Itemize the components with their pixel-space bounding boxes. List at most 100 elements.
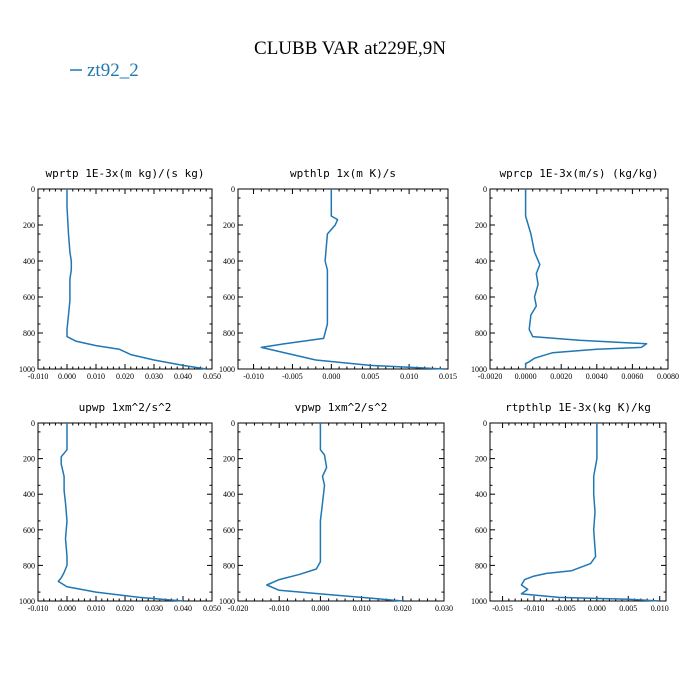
y-tick-label: 400 xyxy=(475,257,487,266)
x-tick-label: 0.030 xyxy=(145,372,163,381)
y-tick-label: 200 xyxy=(23,455,35,464)
y-tick-label: 600 xyxy=(23,526,35,535)
x-tick-label: 0.010 xyxy=(353,604,371,613)
y-tick-label: 400 xyxy=(23,490,35,499)
panel-5: vpwp 1xm^2/s^2 -0.020 -0.010 0.000 0.010 0.02… xyxy=(219,401,453,613)
x-tick-label: 0.0000 xyxy=(515,372,537,381)
y-tick-label: 0 xyxy=(231,419,235,428)
x-tick-label: -0.010 xyxy=(28,604,49,613)
panel-title: vpwp 1xm^2/s^2 xyxy=(295,401,388,414)
panel-2: wpthlp 1x(m K)/s -0.010 -0.005 0.000 0.005 0.… xyxy=(219,167,457,381)
x-tick-label: -0.010 xyxy=(243,372,264,381)
plot-frame xyxy=(489,422,667,602)
x-tick-label: 0.0020 xyxy=(550,372,572,381)
x-tick-label: 0.040 xyxy=(174,372,192,381)
y-tick-label: 400 xyxy=(475,490,487,499)
x-tick-label: 0.010 xyxy=(400,372,418,381)
series-line-zt92_2 xyxy=(66,189,207,370)
series-line-zt92_2 xyxy=(57,423,184,602)
plot-frame xyxy=(37,422,213,602)
x-tick-label: 0.0060 xyxy=(621,372,643,381)
legend-label: zt92_2 xyxy=(87,60,139,81)
x-tick-label: -0.020 xyxy=(228,604,249,613)
panel-title: rtpthlp 1E-3x(kg K)/kg xyxy=(505,401,651,414)
plot-frame xyxy=(237,188,449,370)
panel-title: wprtp 1E-3x(m kg)/(s kg) xyxy=(46,167,205,180)
plot-frame xyxy=(37,188,213,370)
x-tick-label: -0.015 xyxy=(492,604,513,613)
y-tick-label: 400 xyxy=(23,257,35,266)
panel-title: upwp 1xm^2/s^2 xyxy=(79,401,172,414)
y-tick-label: 400 xyxy=(223,490,235,499)
x-tick-label: 0.050 xyxy=(203,604,221,613)
y-tick-label: 600 xyxy=(223,293,235,302)
x-tick-label: 0.020 xyxy=(116,372,134,381)
y-tick-label: 600 xyxy=(475,526,487,535)
x-tick-label: 0.0040 xyxy=(586,372,608,381)
plot-frame xyxy=(237,422,445,602)
y-tick-label: 800 xyxy=(475,561,487,570)
x-tick-label: 0.000 xyxy=(58,372,76,381)
plot-frame xyxy=(489,188,669,370)
x-tick-label: 0.000 xyxy=(58,604,76,613)
y-tick-label: 1000 xyxy=(471,597,487,606)
y-tick-label: 800 xyxy=(223,329,235,338)
x-tick-label: 0.010 xyxy=(87,372,105,381)
y-tick-label: 1000 xyxy=(219,597,235,606)
x-tick-label: 0.000 xyxy=(588,604,606,613)
x-tick-label: -0.010 xyxy=(524,604,545,613)
y-tick-label: 1000 xyxy=(219,365,235,374)
x-tick-label: -0.005 xyxy=(282,372,303,381)
panel-title: wpthlp 1x(m K)/s xyxy=(290,167,396,180)
y-tick-label: 1000 xyxy=(19,365,35,374)
y-tick-label: 0 xyxy=(31,185,35,194)
panel-1: wprtp 1E-3x(m kg)/(s kg) -0.010 0.000 0.010… xyxy=(19,167,221,381)
figure-title: CLUBB VAR at229E,9N xyxy=(254,38,446,59)
x-tick-label: -0.005 xyxy=(555,604,576,613)
x-tick-label: -0.010 xyxy=(28,372,49,381)
x-tick-label: -0.010 xyxy=(269,604,290,613)
y-tick-label: 200 xyxy=(475,455,487,464)
y-tick-label: 0 xyxy=(483,419,487,428)
x-tick-label: 0.010 xyxy=(651,604,669,613)
x-tick-label: 0.030 xyxy=(435,604,453,613)
series-line-zt92_2 xyxy=(266,423,403,602)
y-tick-label: 800 xyxy=(23,561,35,570)
x-tick-label: 0.020 xyxy=(116,604,134,613)
panel-6: rtpthlp 1E-3x(kg K)/kg -0.015 -0.010 -0.005… xyxy=(471,401,669,613)
y-tick-label: 200 xyxy=(475,221,487,230)
panels: wprtp 1E-3x(m kg)/(s kg) -0.010 0.000 0.010… xyxy=(19,167,679,613)
legend: zt92_2 xyxy=(70,60,139,81)
y-tick-label: 200 xyxy=(223,455,235,464)
x-tick-label: 0.030 xyxy=(145,604,163,613)
y-tick-label: 800 xyxy=(223,561,235,570)
x-tick-label: 0.020 xyxy=(394,604,412,613)
series-line-zt92_2 xyxy=(260,189,445,370)
y-tick-label: 1000 xyxy=(19,597,35,606)
x-tick-label: 0.005 xyxy=(619,604,637,613)
x-tick-label: 0.015 xyxy=(439,372,457,381)
y-tick-label: 1000 xyxy=(471,365,487,374)
y-tick-label: 0 xyxy=(231,185,235,194)
y-tick-label: 600 xyxy=(23,293,35,302)
panel-3: wprcp 1E-3x(m/s) (kg/kg) -0.0020 0.0000 0.0… xyxy=(471,167,679,381)
y-tick-label: 200 xyxy=(23,221,35,230)
x-tick-label: 0.010 xyxy=(87,604,105,613)
series-line-zt92_2 xyxy=(524,189,648,369)
y-tick-label: 0 xyxy=(31,419,35,428)
x-tick-label: -0.0020 xyxy=(478,372,503,381)
x-tick-label: 0.005 xyxy=(361,372,379,381)
y-tick-label: 600 xyxy=(475,293,487,302)
y-tick-label: 0 xyxy=(483,185,487,194)
panel-title: wprcp 1E-3x(m/s) (kg/kg) xyxy=(500,167,659,180)
x-tick-label: 0.000 xyxy=(311,604,329,613)
y-tick-label: 800 xyxy=(475,329,487,338)
y-tick-label: 200 xyxy=(223,221,235,230)
y-tick-label: 800 xyxy=(23,329,35,338)
x-tick-label: 0.040 xyxy=(174,604,192,613)
panel-4: upwp 1xm^2/s^2 -0.010 0.000 0.010 0.020 0.030… xyxy=(19,401,221,613)
x-tick-label: 0.0080 xyxy=(657,372,679,381)
x-tick-label: 0.050 xyxy=(203,372,221,381)
y-tick-label: 400 xyxy=(223,257,235,266)
